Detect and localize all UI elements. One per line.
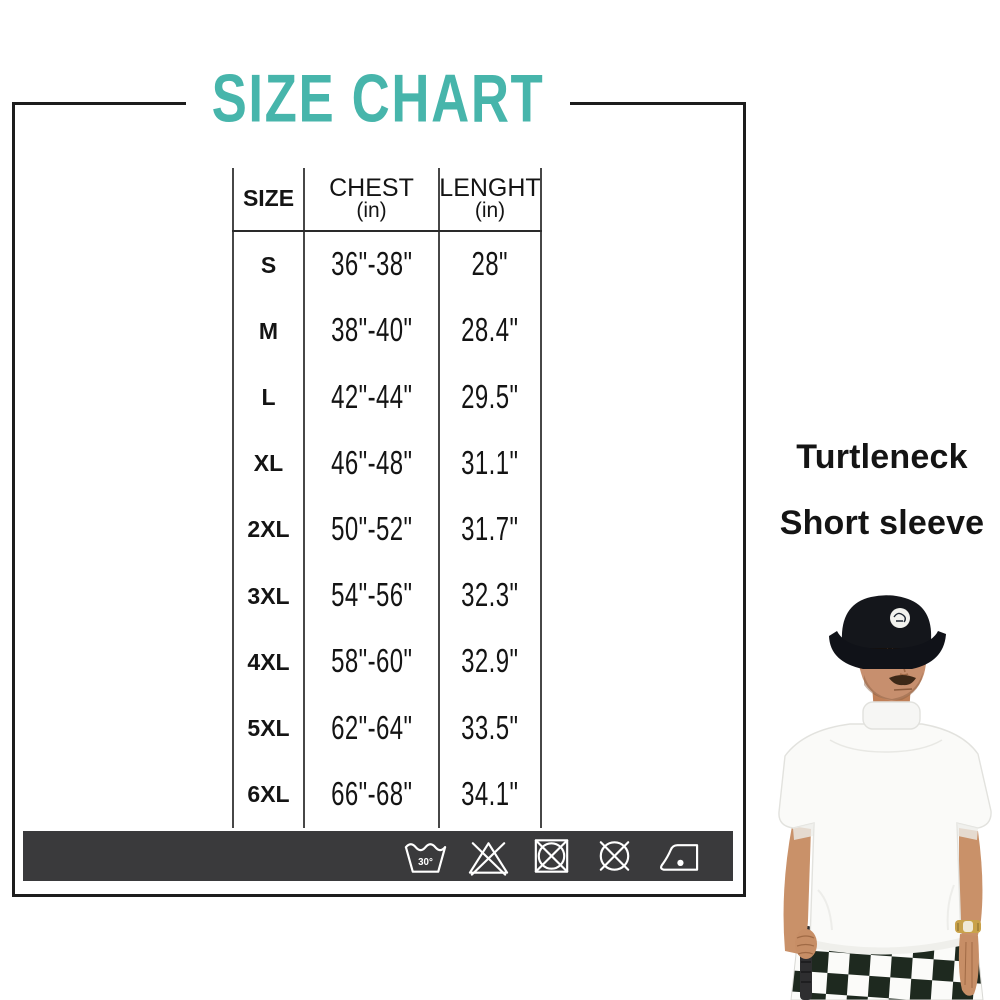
size-label: S	[260, 251, 277, 278]
header-length-label: LENGHT	[439, 173, 541, 202]
size-table-header: SIZE CHEST (in) LENGHT (in)	[232, 168, 542, 232]
row-size-cell: 3XL	[232, 563, 303, 630]
size-label: 6XL	[247, 781, 290, 808]
bucket-hat	[829, 595, 946, 669]
row-size-cell: 2XL	[232, 496, 303, 564]
chest-value: 66"-68"	[330, 776, 413, 813]
row-size-cell: S	[232, 232, 303, 299]
chest-value: 42"-44"	[330, 378, 413, 416]
product-style-line2: Short sleeve	[779, 504, 985, 542]
chest-value: 62"-64"	[330, 709, 413, 747]
row-chest-cell: 42"-44"	[303, 364, 438, 431]
size-label: 4XL	[247, 648, 290, 675]
chest-value: 50"-52"	[330, 511, 413, 548]
size-label: 3XL	[247, 582, 290, 609]
iron-low-heat-icon	[660, 844, 699, 871]
row-chest-cell: 58"-60"	[303, 629, 438, 696]
header-length-unit: (in)	[474, 199, 506, 223]
white-tee	[778, 723, 992, 955]
row-length-cell: 31.1"	[438, 430, 542, 497]
product-description: Turtleneck Short sleeve	[762, 438, 1000, 570]
row-size-cell: 5XL	[232, 695, 303, 762]
length-value: 29.5"	[461, 378, 519, 416]
header-cell-size: SIZE	[232, 168, 303, 230]
row-length-cell: 34.1"	[438, 761, 542, 828]
hat-logo	[890, 608, 910, 628]
chest-value: 46"-48"	[330, 445, 413, 482]
row-chest-cell: 46"-48"	[303, 430, 438, 497]
table-row: 3XL 54"-56" 32.3"	[232, 563, 542, 630]
size-label: XL	[253, 450, 284, 477]
size-table: SIZE CHEST (in) LENGHT (in) S 36"-38" 28…	[232, 168, 542, 828]
model-photo	[778, 595, 992, 1000]
table-row: XL 46"-48" 31.1"	[232, 430, 542, 497]
length-value: 32.3"	[461, 577, 519, 614]
row-length-cell: 28"	[438, 232, 542, 299]
row-length-cell: 31.7"	[438, 496, 542, 564]
machine-wash-30-icon: 30°	[404, 843, 447, 873]
table-row: L 42"-44" 29.5"	[232, 364, 542, 431]
length-value: 31.7"	[461, 511, 519, 548]
size-label: M	[258, 317, 279, 344]
wrist-watch	[955, 920, 981, 933]
table-row: M 38"-40" 28.4"	[232, 298, 542, 365]
length-value: 28"	[471, 246, 509, 283]
left-hand	[958, 934, 979, 996]
row-size-cell: 6XL	[232, 761, 303, 828]
row-chest-cell: 66"-68"	[303, 761, 438, 828]
page-title: SIZE CHART	[186, 58, 570, 138]
row-chest-cell: 36"-38"	[303, 232, 438, 299]
row-chest-cell: 50"-52"	[303, 496, 438, 564]
header-cell-length: LENGHT (in)	[438, 168, 542, 230]
row-size-cell: 4XL	[232, 629, 303, 696]
length-value: 32.9"	[461, 643, 519, 681]
chest-value: 38"-40"	[330, 312, 413, 349]
length-value: 28.4"	[461, 312, 519, 349]
svg-text:30°: 30°	[418, 857, 433, 868]
care-instructions-bar: 30°	[23, 831, 733, 881]
table-row: 6XL 66"-68" 34.1"	[232, 761, 542, 828]
row-chest-cell: 54"-56"	[303, 563, 438, 630]
page-title-text: SIZE CHART	[211, 60, 545, 136]
product-style-line1: Turtleneck	[796, 438, 968, 476]
row-chest-cell: 38"-40"	[303, 298, 438, 365]
header-cell-chest: CHEST (in)	[303, 168, 438, 230]
right-hand-fist	[795, 929, 817, 959]
size-label: 5XL	[247, 715, 290, 742]
row-size-cell: M	[232, 298, 303, 365]
do-not-tumble-dry-icon	[534, 839, 569, 873]
table-row: 2XL 50"-52" 31.7"	[232, 496, 542, 564]
size-label: L	[261, 384, 276, 411]
header-size-label: SIZE	[242, 185, 295, 212]
chest-value: 58"-60"	[330, 643, 413, 681]
chest-value: 54"-56"	[330, 577, 413, 614]
do-not-dry-clean-icon	[599, 841, 630, 871]
right-arm	[783, 826, 811, 954]
left-arm	[959, 828, 983, 940]
size-label: 2XL	[247, 516, 290, 543]
row-length-cell: 33.5"	[438, 695, 542, 762]
row-size-cell: L	[232, 364, 303, 431]
row-length-cell: 29.5"	[438, 364, 542, 431]
length-value: 33.5"	[461, 709, 519, 747]
length-value: 31.1"	[461, 445, 519, 482]
table-row: 5XL 62"-64" 33.5"	[232, 695, 542, 762]
chest-value: 36"-38"	[330, 246, 413, 283]
size-table-body: S 36"-38" 28" M 38"-40" 28.4" L	[232, 232, 542, 828]
mock-neck-collar	[862, 701, 921, 730]
row-size-cell: XL	[232, 430, 303, 497]
header-chest-unit: (in)	[356, 199, 387, 223]
length-value: 34.1"	[461, 776, 519, 813]
table-row: S 36"-38" 28"	[232, 232, 542, 299]
row-length-cell: 32.9"	[438, 629, 542, 696]
row-length-cell: 28.4"	[438, 298, 542, 365]
do-not-bleach-icon	[468, 842, 509, 876]
row-chest-cell: 62"-64"	[303, 695, 438, 762]
header-chest-label: CHEST	[329, 173, 414, 202]
table-row: 4XL 58"-60" 32.9"	[232, 629, 542, 696]
row-length-cell: 32.3"	[438, 563, 542, 630]
